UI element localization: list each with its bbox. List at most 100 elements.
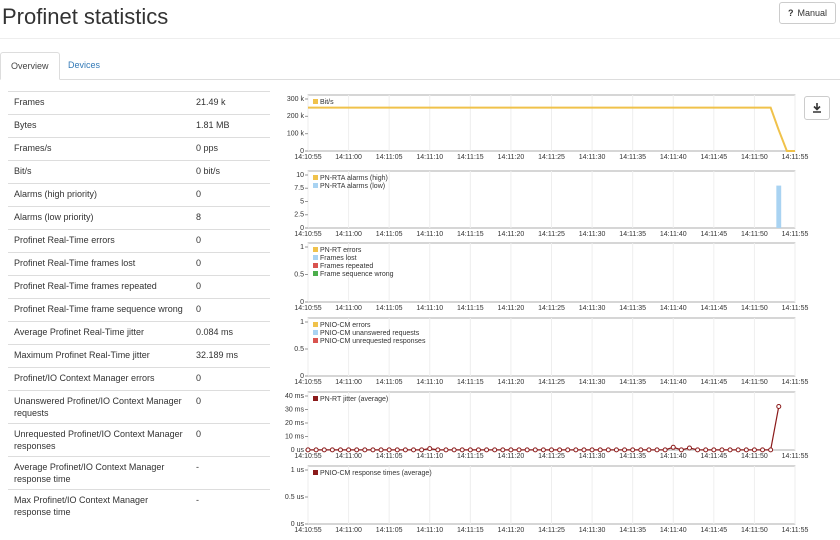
x-tick-label: 14:11:55: [782, 154, 809, 161]
stat-value: -: [190, 489, 270, 522]
point: [565, 447, 571, 453]
y-tick-label: 0.5 us: [285, 494, 305, 501]
x-tick-label: 14:11:45: [700, 527, 727, 534]
x-tick-label: 14:11:15: [457, 154, 484, 161]
stat-label: Maximum Profinet Real-Time jitter: [8, 344, 190, 368]
point: [427, 446, 433, 452]
stats-row: Profinet Real-Time frames repeated 0: [8, 275, 270, 299]
stat-value: 0: [190, 252, 270, 276]
x-tick-label: 14:11:40: [660, 527, 687, 534]
y-tick-label: 0: [300, 148, 304, 155]
x-tick-label: 14:11:55: [782, 305, 809, 312]
x-tick-label: 14:11:05: [376, 379, 403, 386]
point: [622, 447, 628, 453]
point: [411, 447, 417, 453]
series-line: [308, 106, 795, 152]
tab[interactable]: Overview: [0, 52, 60, 80]
y-tick-label: 30 ms: [285, 406, 305, 413]
x-tick-label: 14:11:05: [376, 527, 403, 534]
x-tick-label: 14:11:30: [579, 379, 606, 386]
x-tick-label: 14:11:40: [660, 305, 687, 312]
x-tick-label: 14:11:20: [498, 453, 525, 460]
stats-row: Profinet Real-Time frame sequence wrong 0: [8, 298, 270, 322]
point: [686, 445, 692, 451]
legend-swatch: [313, 247, 318, 252]
y-tick-label: 20 ms: [285, 420, 305, 427]
x-tick-label: 14:11:55: [782, 231, 809, 238]
y-tick-label: 2.5: [294, 212, 304, 219]
point: [549, 447, 554, 453]
y-tick-label: 0 us: [291, 447, 305, 454]
stat-value: 8: [190, 206, 270, 230]
x-tick-label: 14:11:25: [538, 231, 565, 238]
x-tick-label: 14:11:10: [416, 453, 443, 460]
x-tick-label: 14:11:45: [700, 231, 727, 238]
y-tick-label: 10 ms: [285, 433, 305, 440]
x-tick-label: 14:11:35: [619, 231, 646, 238]
x-tick-label: 14:11:20: [498, 527, 525, 534]
x-tick-label: 14:10:55: [294, 154, 321, 161]
y-tick-label: 100 k: [287, 131, 305, 138]
x-tick-label: 14:11:35: [619, 305, 646, 312]
x-tick-label: 14:11:20: [498, 231, 525, 238]
x-tick-label: 14:11:25: [538, 379, 565, 386]
stat-label: Profinet Real-Time frames repeated: [8, 275, 190, 299]
point: [719, 447, 725, 453]
stat-value: 0: [190, 390, 270, 424]
stat-label: Max Profinet/IO Context Manager response…: [8, 489, 190, 522]
legend-label: PNIO-CM errors: [320, 322, 371, 329]
legend-swatch: [313, 396, 318, 401]
button-label: Manual: [797, 8, 827, 18]
x-tick-label: 14:11:30: [579, 527, 606, 534]
stats-row: Profinet/IO Context Manager errors 0: [8, 367, 270, 391]
legend-label: PN-RT jitter (average): [320, 396, 388, 403]
point: [711, 447, 717, 453]
x-tick-label: 14:11:25: [538, 154, 565, 161]
stats-row: Alarms (low priority) 8: [8, 206, 270, 230]
legend-swatch: [313, 255, 318, 260]
point: [557, 447, 563, 453]
point: [703, 447, 709, 453]
x-tick-label: 14:11:20: [498, 379, 525, 386]
download-icon: [813, 103, 821, 113]
legend-swatch: [313, 175, 318, 180]
download-button[interactable]: [804, 96, 830, 120]
point: [524, 447, 530, 453]
point: [451, 447, 457, 453]
manual-button[interactable]: ? Manual: [778, 2, 836, 24]
x-tick-label: 14:11:00: [335, 453, 362, 460]
point: [354, 447, 360, 453]
legend-swatch: [313, 330, 318, 335]
stat-value: 0: [190, 183, 270, 207]
stats-row: Alarms (high priority) 0: [8, 183, 270, 207]
stats-row: Unrequested Profinet/IO Context Manager …: [8, 423, 270, 457]
legend-label: PN-RT errors: [320, 247, 362, 254]
page-title: Profinet statistics: [2, 4, 169, 29]
x-tick-label: 14:11:40: [660, 379, 687, 386]
x-tick-label: 14:10:55: [294, 231, 321, 238]
legend-swatch: [313, 470, 318, 475]
y-tick-label: 7.5: [294, 185, 304, 192]
point: [443, 447, 449, 453]
point: [508, 447, 514, 453]
stats-row: Frames/s 0 pps: [8, 137, 270, 161]
point: [492, 447, 498, 453]
x-tick-label: 14:11:10: [416, 527, 443, 534]
stats-row: Unanswered Profinet/IO Context Manager r…: [8, 390, 270, 424]
legend-swatch: [313, 338, 318, 343]
stat-label: Alarms (high priority): [8, 183, 190, 207]
x-tick-label: 14:10:55: [294, 305, 321, 312]
point: [459, 447, 465, 453]
point: [540, 447, 546, 453]
x-tick-label: 14:11:10: [416, 231, 443, 238]
point: [605, 447, 611, 453]
y-tick-label: 10: [296, 172, 304, 179]
tab[interactable]: Devices: [68, 60, 101, 70]
separator: [0, 38, 840, 39]
point: [386, 447, 392, 453]
series-line: [308, 406, 780, 451]
x-tick-label: 14:11:45: [700, 453, 727, 460]
y-tick-label: 40 ms: [285, 393, 305, 400]
